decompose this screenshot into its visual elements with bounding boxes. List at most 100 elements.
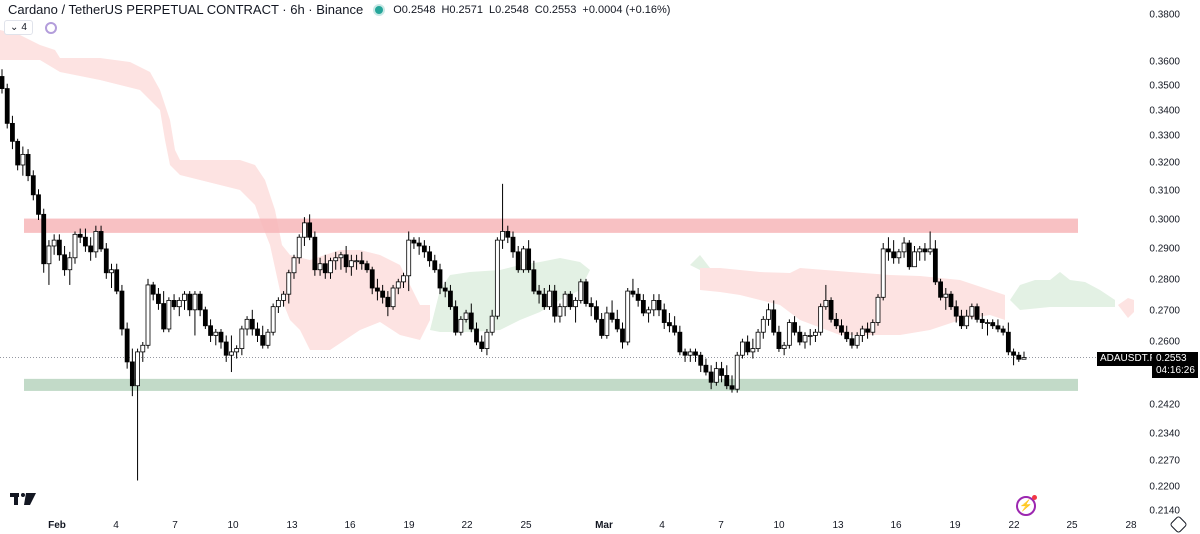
candle-down — [62, 254, 67, 271]
candle-down — [1011, 351, 1016, 356]
candle-down — [640, 300, 646, 314]
candle-up — [348, 260, 354, 268]
candle-down — [25, 153, 31, 177]
time-tick-label: 10 — [227, 520, 239, 531]
candle-up — [145, 284, 151, 346]
cloud-bear-area — [700, 268, 1005, 335]
candle-down — [359, 260, 365, 265]
candle-down — [953, 306, 959, 317]
tradingview-logo-icon — [10, 493, 36, 505]
candle-down — [614, 318, 620, 330]
candle-up — [875, 296, 881, 323]
candle-down — [343, 254, 349, 268]
price-tick-label: 0.3300 — [1149, 130, 1180, 142]
change-value: +0.0004 (+0.16%) — [582, 3, 671, 16]
candle-up — [270, 306, 276, 333]
candle-down — [667, 322, 672, 327]
time-tick-label: 22 — [1008, 520, 1020, 531]
candle-down — [427, 251, 432, 262]
candle-up — [557, 306, 563, 317]
tradingview-logo[interactable] — [10, 492, 36, 510]
candle-down — [223, 341, 229, 356]
candle-down — [208, 325, 213, 336]
price-tick-label: 0.2600 — [1149, 336, 1180, 348]
price-tick-label: 0.3000 — [1149, 214, 1180, 226]
candle-down — [698, 354, 704, 366]
ohlc-values: O0.2548 H0.2571 L0.2548 C0.2553 +0.0004 … — [393, 4, 670, 16]
support-zone — [24, 378, 1078, 391]
candle-down — [510, 236, 516, 253]
candle-down — [974, 306, 980, 320]
candle-down — [948, 293, 954, 308]
candle-down — [150, 284, 156, 295]
candle-up — [912, 251, 917, 268]
candle-up — [265, 331, 271, 346]
candle-up — [964, 315, 970, 327]
candle-down — [771, 309, 777, 333]
candle-down — [526, 248, 532, 271]
candle-up — [651, 300, 657, 311]
chevron-down-icon: ⌄ — [10, 22, 19, 33]
candle-down — [886, 248, 891, 253]
candle-down — [729, 385, 735, 390]
candle-down — [630, 290, 636, 295]
candle-up — [20, 153, 26, 166]
candle-up — [766, 309, 771, 320]
resistance-zone — [24, 218, 1078, 233]
indicators-collapse-button[interactable]: ⌄ 4 — [4, 20, 33, 35]
price-axis[interactable]: 0.3800 0.3600 0.3500 0.3400 0.3300 0.3200 0.31… — [1130, 0, 1200, 533]
candle-up — [93, 231, 99, 253]
time-tick-label: 7 — [172, 520, 178, 531]
time-tick-label: 25 — [1066, 520, 1078, 531]
candle-up — [734, 354, 740, 390]
bar-countdown: 04:16:26 — [1156, 365, 1195, 376]
price-tick-label: 0.2200 — [1149, 481, 1180, 493]
candle-down — [620, 328, 625, 343]
cloud-bear-area — [0, 30, 430, 350]
candle-down — [995, 325, 1001, 330]
candle-down — [114, 269, 120, 292]
candle-up — [302, 222, 307, 238]
candle-up — [646, 309, 651, 314]
candle-up — [354, 260, 359, 263]
candle-down — [15, 140, 21, 166]
candle-up — [818, 306, 824, 333]
last-price: 0.2553 — [1156, 353, 1187, 364]
candle-up — [917, 248, 923, 253]
candle-down — [536, 290, 542, 295]
candle-up — [328, 260, 333, 274]
price-tick-label: 0.3500 — [1149, 80, 1180, 92]
symbol-title[interactable]: Cardano / TetherUS PERPETUAL CONTRACT · … — [8, 2, 364, 17]
candle-down — [453, 306, 459, 333]
lightning-icon[interactable]: ⚡ — [1016, 495, 1037, 516]
candle-down — [541, 293, 547, 308]
candle-down — [83, 236, 88, 247]
candle-down — [844, 331, 850, 340]
candle-up — [46, 245, 52, 265]
time-tick-label: 19 — [949, 520, 961, 531]
candle-up — [625, 290, 631, 343]
candle-down — [56, 239, 62, 256]
time-tick-label: 28 — [1125, 520, 1137, 531]
cloud-bear-area — [1118, 298, 1134, 318]
candle-up — [901, 242, 907, 253]
candle-up — [135, 351, 140, 387]
price-tick-label: 0.2800 — [1149, 274, 1180, 286]
candle-down — [4, 88, 10, 124]
candle-up — [213, 331, 219, 336]
candle-down — [255, 328, 260, 336]
candle-down — [656, 300, 662, 311]
price-tick-label: 0.2700 — [1149, 305, 1180, 317]
candle-up — [281, 293, 286, 301]
candle-down — [776, 331, 782, 349]
candle-down — [416, 242, 422, 247]
candle-down — [672, 325, 678, 333]
candle-down — [411, 239, 417, 244]
candle-down — [865, 328, 870, 333]
candle-up — [802, 335, 808, 343]
candle-down — [609, 312, 615, 320]
candle-down — [990, 322, 996, 327]
candle-down — [792, 322, 797, 333]
candle-up — [275, 300, 281, 308]
